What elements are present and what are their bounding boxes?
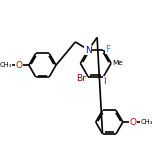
Text: O: O [129, 117, 136, 127]
Text: CH₃: CH₃ [0, 62, 12, 68]
Text: F: F [105, 45, 111, 54]
Text: O: O [16, 61, 22, 70]
Text: Me: Me [112, 60, 123, 66]
Text: N: N [85, 46, 92, 55]
Text: CH₃: CH₃ [140, 119, 152, 125]
Text: I: I [103, 77, 106, 86]
Text: Br: Br [76, 74, 86, 83]
